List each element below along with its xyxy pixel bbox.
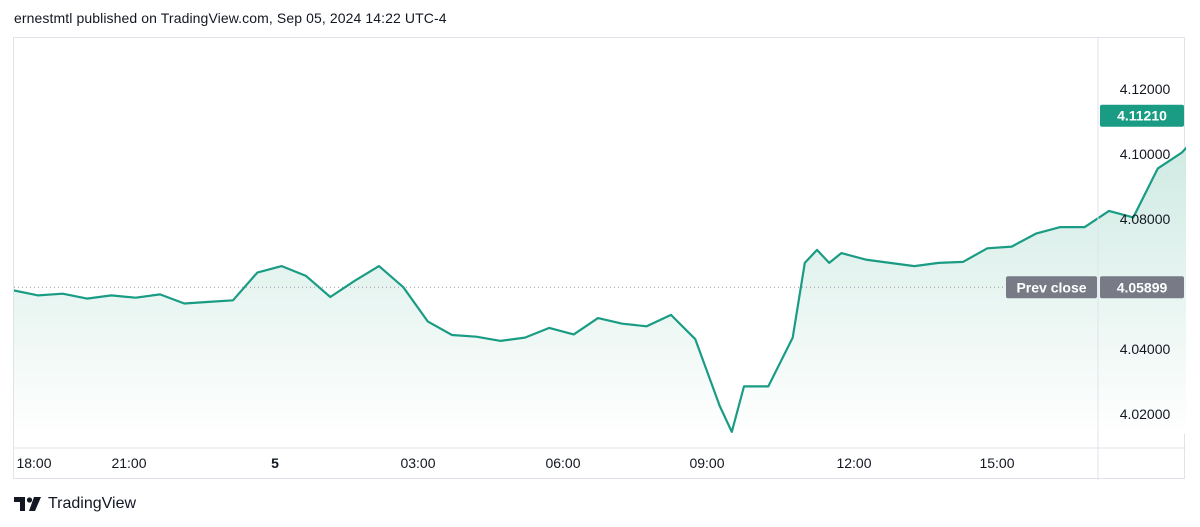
price-area-chart[interactable]: 4.12000 4.10000 4.08000 4.04000 4.02000 18:00… (14, 38, 1186, 480)
y-tick-label: 4.12000 (1120, 81, 1171, 97)
x-tick-label: 06:00 (545, 455, 580, 471)
x-tick-label: 09:00 (689, 455, 724, 471)
tradingview-logo-icon (14, 497, 41, 511)
chart-publisher-header: ernestmtl published on TradingView.com, … (14, 10, 447, 26)
tradingview-footer[interactable]: TradingView (14, 492, 136, 516)
y-tick-label: 4.10000 (1120, 146, 1171, 162)
x-tick-label: 18:00 (16, 455, 51, 471)
price-area-fill (14, 148, 1186, 434)
y-tick-label: 4.04000 (1120, 341, 1171, 357)
x-tick-label: 12:00 (836, 455, 871, 471)
price-line (14, 146, 1186, 433)
prev-close-name-tag (1006, 276, 1097, 299)
prev-close-value-tag (1100, 276, 1184, 299)
x-tick-label: 15:00 (979, 455, 1014, 471)
x-tick-label: 21:00 (111, 455, 146, 471)
last-price-tag (1100, 104, 1184, 127)
tradingview-brand-name: TradingView (48, 495, 137, 512)
x-tick-label: 5 (271, 455, 279, 471)
x-tick-label: 03:00 (400, 455, 435, 471)
y-tick-label: 4.02000 (1120, 406, 1171, 422)
y-tick-label: 4.08000 (1120, 211, 1171, 227)
prev-close-name-label: Prev close (1016, 279, 1086, 295)
prev-close-value-label: 4.05899 (1117, 279, 1168, 295)
chart-frame: 4.12000 4.10000 4.08000 4.04000 4.02000 18:00… (13, 37, 1186, 480)
last-price-label: 4.11210 (1117, 108, 1167, 124)
